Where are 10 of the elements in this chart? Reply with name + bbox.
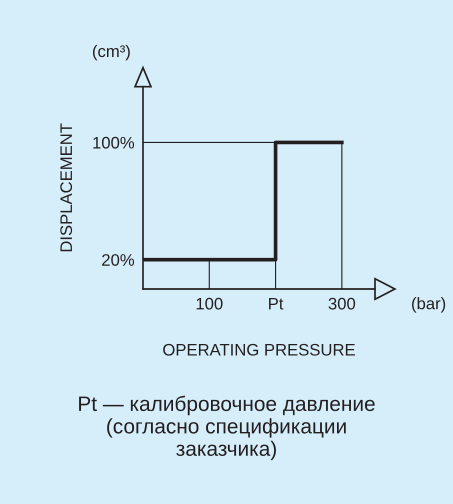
y-tick-label: 100% [93,136,134,149]
text: Pt — калибровочное давление (согласно спецификации заказчика) [79,396,375,460]
text: (cm³) [92,44,130,60]
y-axis-title: DISPLACEMENT [60,123,72,252]
y-tick-label: 20% [102,254,134,266]
x-tick-label: 100 [196,298,223,310]
x-tick-label: 300 [328,298,356,310]
text: (bar) [412,297,446,313]
x-axis-title: OPERATING PRESSURE [163,344,355,356]
x-tick-label: Pt [269,298,284,310]
